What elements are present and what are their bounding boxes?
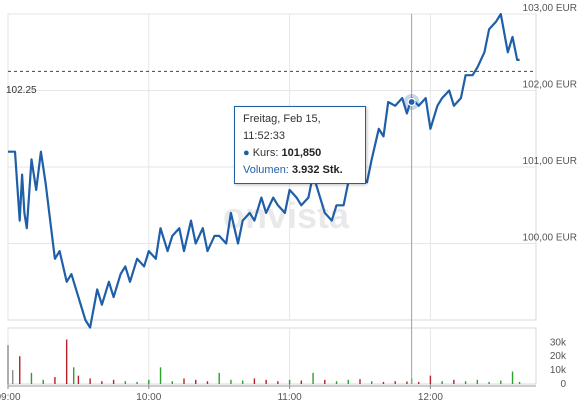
hover-point	[407, 97, 416, 107]
tooltip-volume-value: 3.932 Stk.	[291, 164, 343, 176]
volume-plot-frame	[7, 327, 537, 385]
price-line-series	[8, 12, 520, 329]
price-tick-label: 100,00 EUR	[523, 233, 577, 244]
time-tick-label: 11:00	[277, 392, 302, 403]
tooltip-kurs-value: 101,850	[281, 147, 322, 159]
tooltip-kurs-row: ● Kurs: 101,850	[243, 145, 359, 162]
volume-tick-label: 0	[560, 379, 566, 390]
tooltip-kurs-label: Kurs:	[252, 147, 279, 159]
price-tick-label: 102,00 EUR	[523, 80, 577, 91]
price-tick-label: 101,00 EUR	[523, 156, 577, 167]
tooltip-volume-label: Volumen:	[243, 164, 289, 176]
reference-price-label: 102.25	[6, 85, 37, 96]
time-tick-label: 09:00	[0, 392, 21, 403]
volume-tick-label: 10k	[550, 365, 567, 376]
hover-tooltip: Freitag, Feb 15, 11:52:33 ● Kurs: 101,85…	[234, 106, 366, 184]
series-dot-icon: ●	[243, 147, 250, 159]
tooltip-volume-row: Volumen: 3.932 Stk.	[243, 162, 359, 179]
tooltip-datetime: Freitag, Feb 15, 11:52:33	[243, 113, 321, 142]
volume-tick-label: 20k	[550, 351, 567, 362]
price-tick-label: 103,00 EUR	[523, 3, 577, 14]
time-tick-label: 12:00	[418, 392, 443, 403]
volume-tick-label: 30k	[550, 337, 567, 348]
time-tick-label: 10:00	[136, 392, 161, 403]
